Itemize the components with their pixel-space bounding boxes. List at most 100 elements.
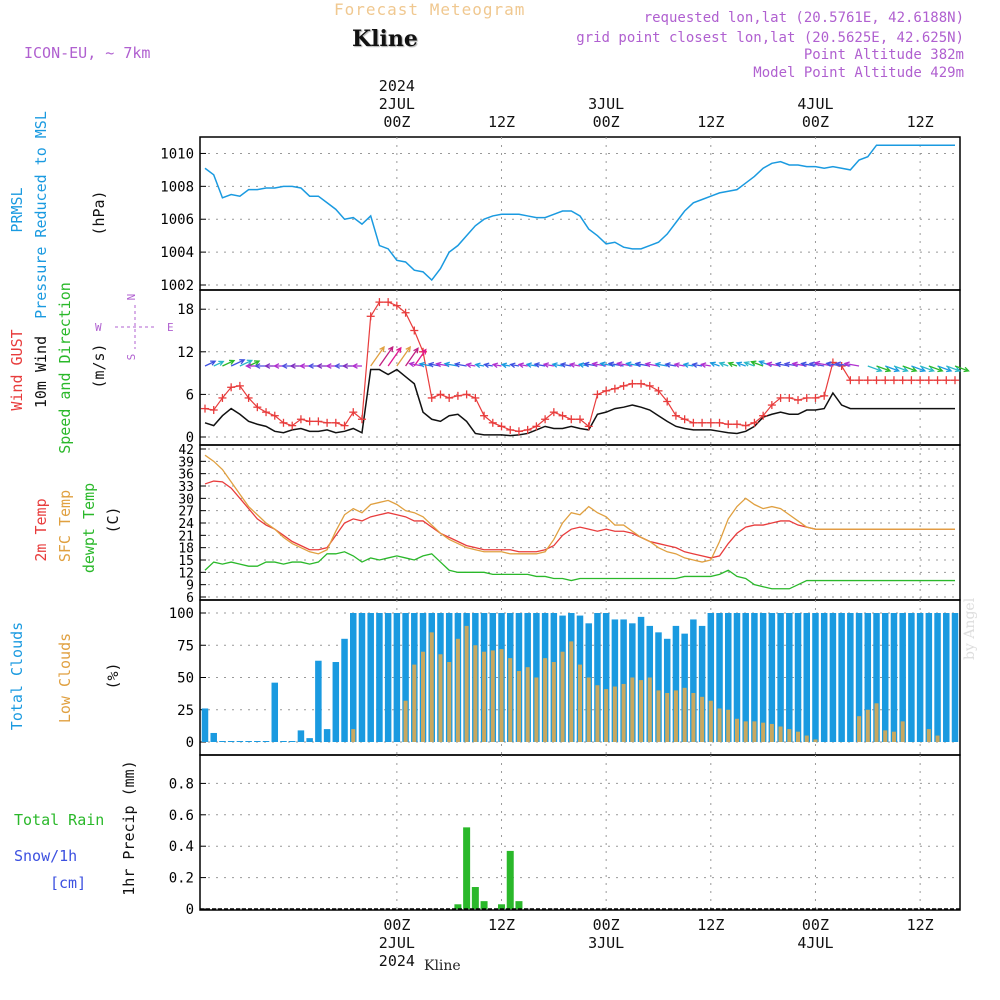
cloud-bar-total [358, 613, 366, 742]
gust-marker [349, 408, 358, 417]
cloud-bar-total [288, 741, 296, 742]
ytick-label: 1008 [160, 179, 194, 195]
cloud-bar-low [604, 689, 609, 742]
cloud-bar-total [384, 613, 392, 742]
ytick-label: 39 [178, 455, 194, 470]
time-label-bottom: 00Z [383, 916, 410, 934]
ytick-label: 1010 [160, 146, 194, 162]
wind-arrow [525, 362, 537, 368]
ytick-label: 36 [178, 468, 194, 483]
gust-marker [924, 376, 933, 385]
cloud-bar-total [707, 613, 715, 742]
cloud-bar-total [341, 638, 348, 742]
ytick-label: 1006 [160, 212, 194, 228]
ytick-label: 0 [186, 735, 194, 751]
ytick-label: 27 [178, 505, 194, 520]
rain-bar [498, 904, 506, 909]
cloud-bar-total [637, 616, 645, 742]
compass-n: N [125, 294, 138, 301]
gust-label: Wind GUST [8, 329, 26, 410]
time-label-top: 00Z [802, 113, 829, 131]
cloud-bar-low [935, 735, 940, 742]
sfctemp-label: SFC Temp [56, 490, 74, 562]
gust-marker [453, 391, 462, 400]
gust-marker [846, 376, 855, 385]
point-altitude: Point Altitude 382m [803, 47, 964, 63]
ytick-label: 0.6 [169, 808, 194, 824]
wind-arrow [387, 346, 402, 367]
wind-arrow [483, 362, 493, 369]
wind-arrow [750, 360, 764, 367]
cloud-bar-low [891, 731, 896, 742]
requested-coords: requested lon,lat (20.5761E, 42.6188N) [643, 10, 964, 26]
cloud-bar-low [499, 649, 504, 742]
cloud-bar-total [210, 732, 217, 742]
cloud-bar-total [725, 613, 732, 742]
rain-label: Total Rain [14, 811, 104, 829]
ytick-label: 25 [177, 703, 194, 719]
cloud-bar-low [900, 721, 905, 742]
gust-marker [933, 376, 942, 385]
cloud-bar-low [429, 632, 434, 742]
ytick-label: 6 [186, 591, 194, 606]
compass-e: E [167, 321, 174, 334]
cloud-bar-total [751, 613, 758, 742]
cloud-bar-total [768, 613, 776, 742]
wind-arrow [709, 361, 720, 367]
pressure-line [204, 144, 955, 282]
precip-unit: 1hr Precip (mm) [120, 760, 138, 895]
wind-arrow [673, 362, 685, 368]
cloud-bar-total [236, 741, 244, 742]
gust-marker [750, 418, 759, 427]
time-label-bottom: 2JUL [379, 934, 415, 952]
panel-frame [199, 136, 961, 291]
gust-marker [732, 420, 741, 429]
wind-arrow [919, 365, 935, 373]
rain-bar [454, 904, 462, 909]
gust-marker [715, 418, 724, 427]
cloud-bar-total [925, 613, 933, 742]
cloud-bar-total [655, 632, 662, 742]
cloud-bar-total [245, 741, 252, 742]
cloud-bar-low [734, 718, 739, 742]
gust-marker [872, 376, 881, 385]
cloud-bar-total [280, 741, 287, 742]
ytick-label: 50 [177, 671, 194, 687]
gust-marker [907, 376, 916, 385]
gust-marker [244, 393, 253, 402]
snow-unit: [cm] [50, 874, 86, 892]
cloud-bar-low [551, 662, 556, 742]
cloud-bar-low [421, 651, 426, 742]
gust-marker [340, 421, 349, 430]
ytick-label: 1004 [160, 245, 194, 261]
wind-arrow [644, 361, 659, 368]
cloud-bar-total [733, 613, 741, 742]
gust-marker [576, 415, 584, 424]
cloud-bar-total [663, 638, 671, 742]
cloud-bar-low [874, 703, 879, 742]
gust-marker [384, 298, 393, 307]
wind-arrow [542, 362, 554, 368]
cloud-bar-total [201, 708, 209, 742]
gust-marker [724, 420, 733, 429]
cloud-bar-total [890, 613, 898, 742]
cloud-bar-total [602, 613, 610, 742]
wind-arrow [351, 363, 362, 369]
gust-marker [698, 418, 707, 427]
compass-rose: W E N S [95, 294, 174, 361]
gust-marker [663, 397, 672, 406]
time-label-bottom: 12Z [907, 916, 934, 934]
wind-arrow [735, 361, 746, 367]
gust-marker [427, 393, 436, 402]
wind-arrow [691, 362, 703, 368]
cloud-bar-low [787, 729, 792, 742]
cloud-bar-total [594, 613, 601, 742]
wind-arrow [654, 361, 668, 368]
compass-w: W [95, 321, 102, 334]
gust-marker [584, 422, 593, 431]
wind-arrow [928, 365, 944, 373]
ytick-label: 0 [186, 430, 194, 446]
gust-marker [270, 411, 279, 420]
gust-marker [637, 379, 646, 388]
